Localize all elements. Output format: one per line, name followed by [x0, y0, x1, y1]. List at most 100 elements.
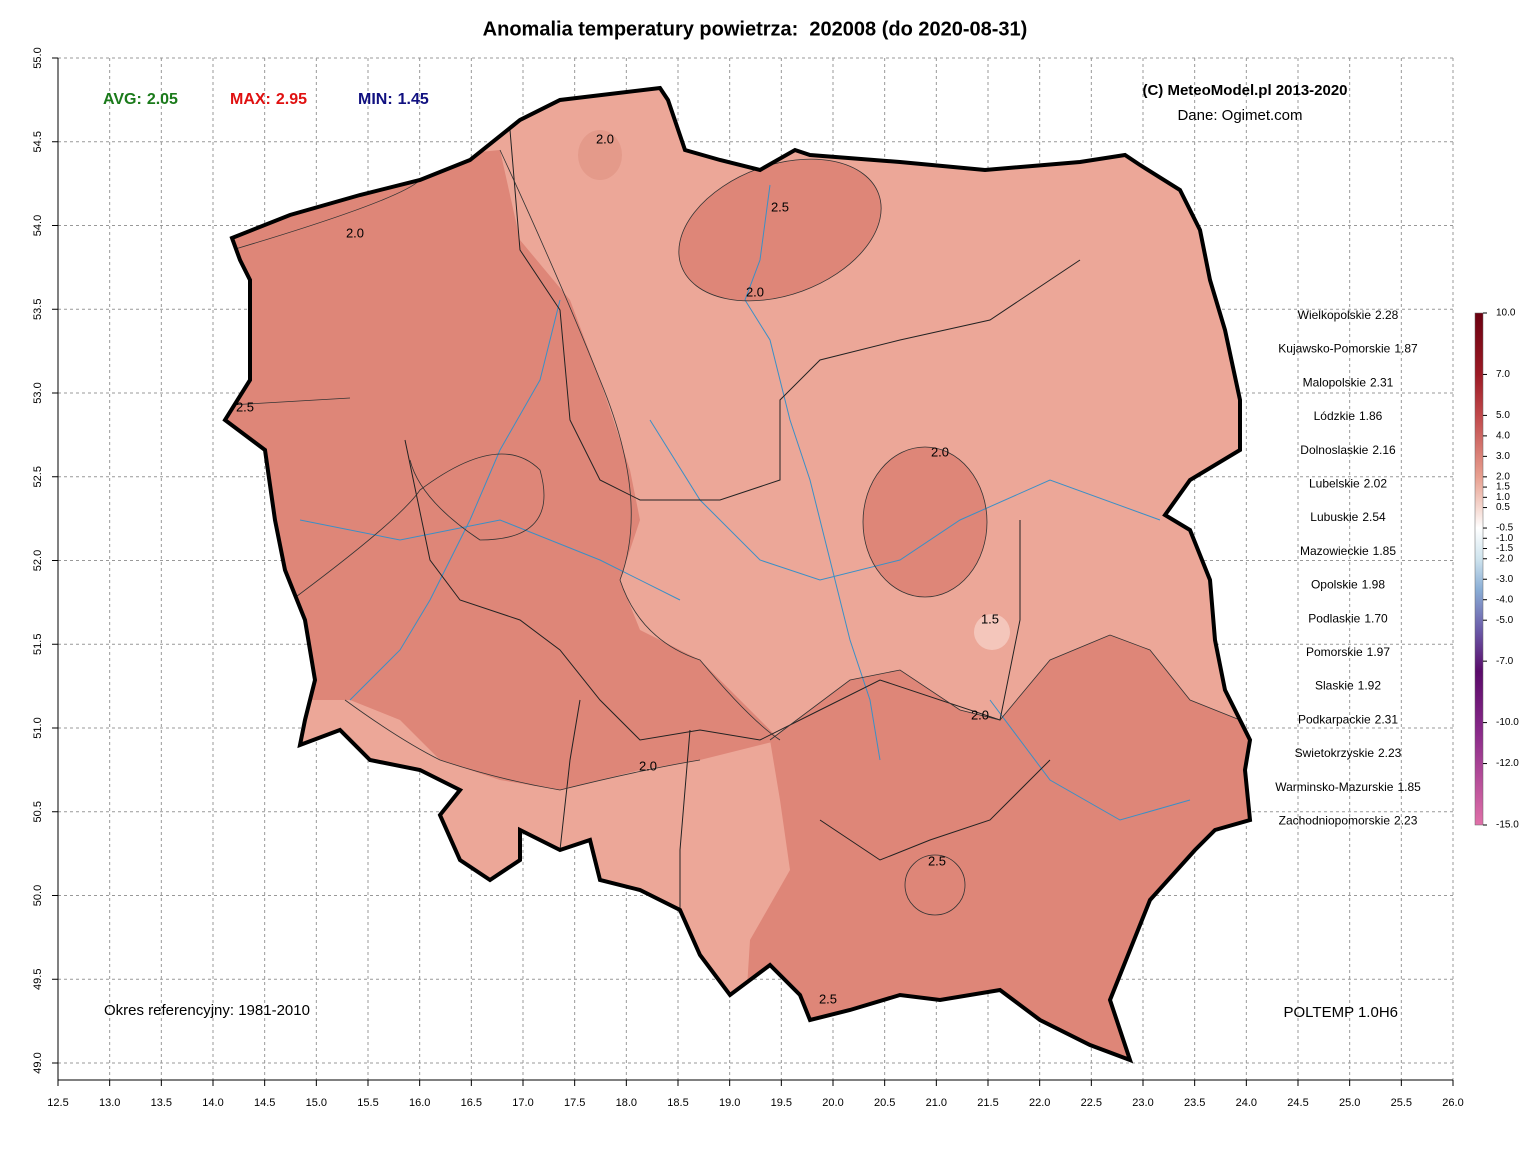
region-value: 1.85: [1373, 544, 1397, 558]
contour-label: 2.0: [746, 284, 764, 299]
region-name: Warminsko-Mazurskie: [1275, 780, 1394, 794]
region-entry: Lubuskie 2.54: [1310, 510, 1386, 524]
x-tick-label: 15.5: [357, 1097, 378, 1109]
field-warm: [225, 150, 780, 790]
x-tick-label: 21.5: [977, 1097, 998, 1109]
region-name: Lódzkie: [1314, 409, 1356, 423]
x-tick-label: 20.5: [874, 1097, 895, 1109]
reference-period: Okres referencyjny: 1981-2010: [104, 1002, 310, 1019]
stat: MIN: 1.45: [358, 91, 429, 108]
region-name: Dolnoslaskie: [1300, 443, 1368, 457]
colorbar-label: -0.5: [1496, 523, 1514, 534]
x-tick-label: 23.0: [1132, 1097, 1153, 1109]
colorbar-label: 4.0: [1496, 431, 1510, 442]
region-value: 2.31: [1375, 713, 1399, 727]
region-entry: Lódzkie 1.86: [1314, 409, 1383, 423]
stat-value: 2.05: [147, 91, 178, 108]
stat-label: AVG:: [103, 91, 142, 108]
contour-label: 2.5: [928, 853, 946, 868]
x-tick-label: 19.5: [771, 1097, 792, 1109]
y-tick-label: 49.0: [32, 1052, 44, 1073]
contour-label: 2.0: [596, 131, 614, 146]
x-tick-label: 14.5: [254, 1097, 275, 1109]
stat: AVG: 2.05: [103, 91, 178, 108]
region-name: Kujawsko-Pomorskie: [1278, 342, 1390, 356]
region-name: Swietokrzyskie: [1295, 746, 1375, 760]
region-value: 1.92: [1358, 679, 1382, 693]
x-tick-label: 24.0: [1236, 1097, 1257, 1109]
colorbar-label: -7.0: [1496, 656, 1514, 667]
region-entry: Warminsko-Mazurskie 1.85: [1275, 780, 1421, 794]
region-entry: Mazowieckie 1.85: [1300, 544, 1396, 558]
colorbar-label: 0.5: [1496, 502, 1510, 513]
region-name: Lubelskie: [1309, 477, 1360, 491]
y-tick-label: 49.5: [32, 969, 44, 990]
y-tick-label: 52.5: [32, 466, 44, 487]
region-entry: Dolnoslaskie 2.16: [1300, 443, 1396, 457]
region-value: 2.31: [1370, 376, 1394, 390]
y-tick-label: 50.5: [32, 801, 44, 822]
region-entry: Opolskie 1.98: [1311, 578, 1385, 592]
x-tick-label: 17.0: [512, 1097, 533, 1109]
x-tick-label: 22.0: [1029, 1097, 1050, 1109]
x-tick-label: 25.0: [1339, 1097, 1360, 1109]
field-warm: [678, 159, 882, 301]
colorbar-label: -10.0: [1496, 717, 1519, 728]
y-tick-label: 50.0: [32, 885, 44, 906]
x-tick-label: 22.5: [1081, 1097, 1102, 1109]
x-tick-label: 19.0: [719, 1097, 740, 1109]
region-name: Lubuskie: [1310, 510, 1358, 524]
colorbar-label: 1.0: [1496, 492, 1510, 503]
rivers: [299, 184, 1191, 821]
region-entry: Zachodniopomorskie 2.23: [1279, 814, 1418, 828]
anomaly-field: [225, 88, 1250, 1060]
region-entry: Podkarpackie 2.31: [1298, 713, 1398, 727]
x-tick-label: 25.5: [1391, 1097, 1412, 1109]
y-tick-label: 55.0: [32, 47, 44, 68]
colorbar-label: -2.0: [1496, 553, 1514, 564]
borders: [404, 129, 1081, 910]
colorbar-label: -12.0: [1496, 758, 1519, 769]
y-tick-label: 54.0: [32, 215, 44, 236]
y-tick-label: 51.5: [32, 634, 44, 655]
x-tick-label: 16.5: [461, 1097, 482, 1109]
colorbar-label: -1.0: [1496, 533, 1514, 544]
region-entry: Swietokrzyskie 2.23: [1295, 746, 1402, 760]
region-name: Zachodniopomorskie: [1279, 814, 1391, 828]
region-value: 1.87: [1394, 342, 1418, 356]
colorbar-label: -3.0: [1496, 574, 1514, 585]
contour-label: 2.5: [771, 199, 789, 214]
contour-label: 1.5: [981, 611, 999, 626]
contour-label: 2.5: [236, 399, 254, 414]
x-tick-label: 21.0: [926, 1097, 947, 1109]
x-tick-label: 17.5: [564, 1097, 585, 1109]
x-tick-label: 18.0: [616, 1097, 637, 1109]
region-name: Podlaskie: [1308, 611, 1360, 625]
region-value: 1.86: [1359, 409, 1383, 423]
stat-value: 2.95: [276, 91, 307, 108]
region-value: 2.02: [1364, 477, 1388, 491]
region-entry: Kujawsko-Pomorskie 1.87: [1278, 342, 1418, 356]
x-tick-label: 12.5: [47, 1097, 68, 1109]
contours: [229, 149, 1241, 916]
x-tick-label: 15.0: [306, 1097, 327, 1109]
x-tick-label: 20.0: [822, 1097, 843, 1109]
x-tick-label: 13.0: [99, 1097, 120, 1109]
x-tick-label: 13.5: [151, 1097, 172, 1109]
y-tick-label: 51.0: [32, 717, 44, 738]
region-value: 2.23: [1394, 814, 1418, 828]
stat-value: 1.45: [398, 91, 429, 108]
colorbar-label: 7.0: [1496, 369, 1510, 380]
region-value: 1.70: [1364, 611, 1388, 625]
colorbar-label: -1.5: [1496, 543, 1514, 554]
region-name: Wielkopolskie: [1298, 308, 1372, 322]
contour-label: 2.0: [346, 225, 364, 240]
x-tick-label: 23.5: [1184, 1097, 1205, 1109]
colorbar-label: 5.0: [1496, 410, 1510, 421]
colorbar-label: -15.0: [1496, 820, 1519, 831]
region-entry: Slaskie 1.92: [1315, 679, 1381, 693]
stat: MAX: 2.95: [230, 91, 307, 108]
region-value: 1.97: [1367, 645, 1391, 659]
region-value: 2.28: [1375, 308, 1399, 322]
